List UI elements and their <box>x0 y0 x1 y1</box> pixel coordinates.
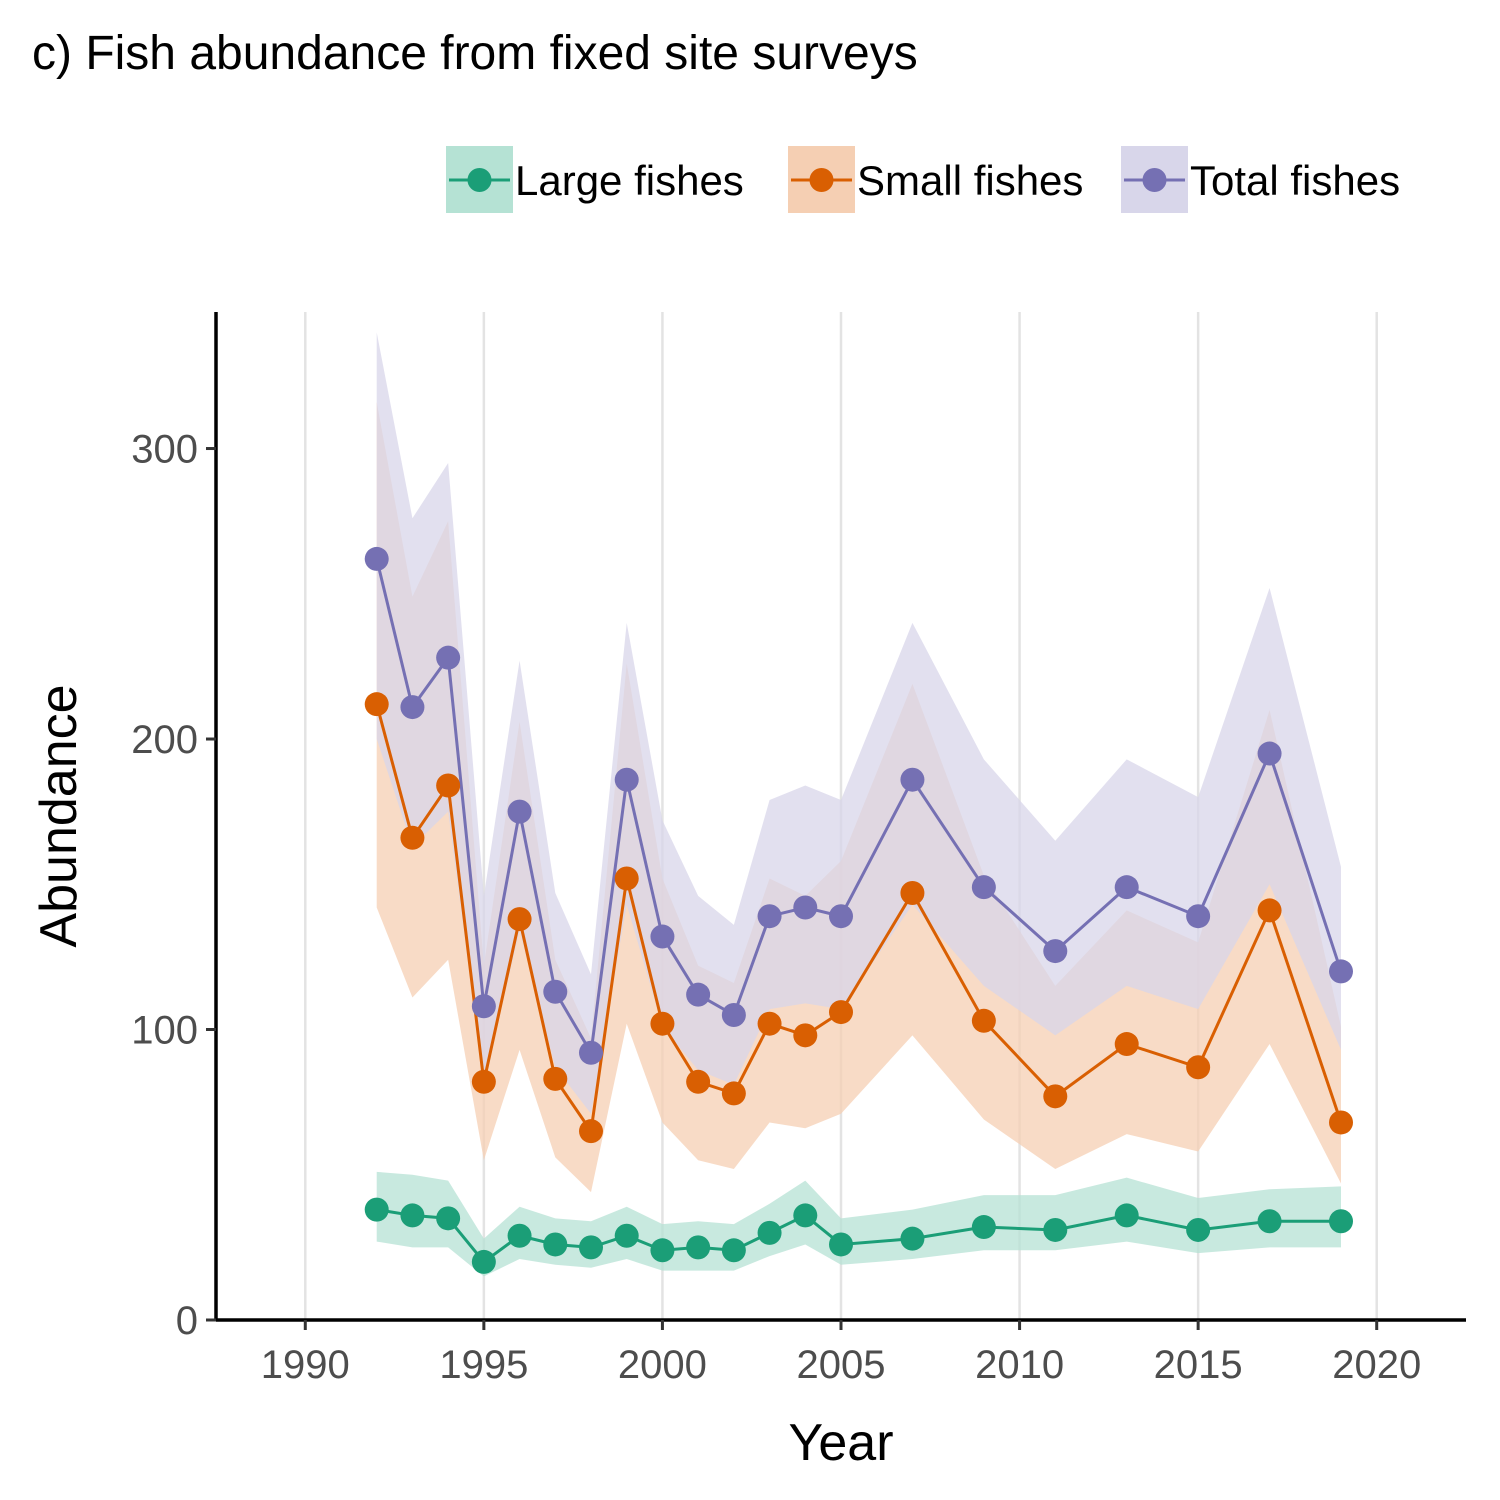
point-large-fishes-2019 <box>1329 1209 1353 1234</box>
point-total-fishes-1995 <box>471 994 496 1019</box>
legend-item-total-fishes: Total fishes <box>1121 146 1400 213</box>
point-small-fishes-2019 <box>1329 1110 1353 1135</box>
point-small-fishes-2017 <box>1257 898 1282 923</box>
point-small-fishes-2002 <box>721 1081 746 1106</box>
point-small-fishes-1993 <box>400 825 425 850</box>
point-small-fishes-1999 <box>614 866 639 891</box>
point-large-fishes-1996 <box>507 1223 532 1248</box>
point-total-fishes-2013 <box>1114 875 1139 900</box>
legend-item-small-fishes: Small fishes <box>788 146 1083 213</box>
point-large-fishes-2009 <box>971 1215 996 1240</box>
point-total-fishes-1997 <box>543 979 568 1004</box>
point-small-fishes-1998 <box>579 1119 603 1144</box>
point-large-fishes-1997 <box>543 1232 568 1257</box>
point-small-fishes-1997 <box>543 1066 568 1091</box>
point-large-fishes-2004 <box>793 1203 818 1228</box>
point-small-fishes-1995 <box>471 1069 496 1094</box>
point-total-fishes-2001 <box>686 982 711 1007</box>
x-tick-label-1995: 1995 <box>439 1343 528 1387</box>
point-large-fishes-2013 <box>1114 1203 1139 1228</box>
x-tick-label-2010: 2010 <box>975 1343 1064 1387</box>
point-large-fishes-2003 <box>757 1220 782 1245</box>
point-total-fishes-2005 <box>829 904 853 929</box>
point-large-fishes-1995 <box>471 1249 496 1274</box>
axes: 1990 1995 2000 2005 2010 2015 2020 0 100 200 300 Ye… <box>30 312 1466 1472</box>
point-small-fishes-1994 <box>436 773 461 798</box>
point-total-fishes-2004 <box>793 895 818 920</box>
point-small-fishes-1996 <box>507 907 532 932</box>
legend: Large fishes Small fishes Total fishes <box>446 146 1400 213</box>
x-axis-title: Year <box>788 1414 893 1472</box>
chart-title: c) Fish abundance from fixed site survey… <box>32 27 918 80</box>
point-large-fishes-2002 <box>721 1238 746 1263</box>
point-total-fishes-2009 <box>971 875 996 900</box>
point-total-fishes-2019 <box>1329 959 1353 984</box>
y-axis-title: Abundance <box>30 684 88 947</box>
point-total-fishes-1998 <box>579 1040 603 1065</box>
legend-key-point-large-fishes <box>467 168 492 192</box>
point-small-fishes-2011 <box>1043 1084 1068 1109</box>
y-tick-label-100: 100 <box>131 1009 198 1053</box>
point-total-fishes-1992 <box>364 546 389 571</box>
point-large-fishes-1998 <box>579 1235 603 1260</box>
point-small-fishes-2003 <box>757 1011 782 1036</box>
point-small-fishes-2015 <box>1186 1055 1211 1080</box>
point-total-fishes-2017 <box>1257 741 1282 766</box>
legend-label-large-fishes: Large fishes <box>515 157 744 204</box>
y-tick-label-0: 0 <box>176 1299 198 1343</box>
point-large-fishes-1992 <box>364 1197 389 1222</box>
legend-item-large-fishes: Large fishes <box>446 146 744 213</box>
point-total-fishes-2015 <box>1186 904 1211 929</box>
point-total-fishes-2003 <box>757 904 782 929</box>
point-total-fishes-1996 <box>507 799 532 824</box>
legend-key-point-small-fishes <box>809 168 834 192</box>
point-small-fishes-2007 <box>900 880 925 905</box>
x-tick-label-2015: 2015 <box>1154 1343 1243 1387</box>
point-large-fishes-2007 <box>900 1226 925 1251</box>
point-small-fishes-1992 <box>364 692 389 717</box>
legend-key-point-total-fishes <box>1142 168 1167 192</box>
point-small-fishes-2001 <box>686 1069 711 1094</box>
point-large-fishes-1999 <box>614 1223 639 1248</box>
point-large-fishes-2005 <box>829 1232 853 1257</box>
point-total-fishes-1993 <box>400 695 425 720</box>
y-tick-label-200: 200 <box>131 718 198 762</box>
point-large-fishes-2000 <box>650 1238 675 1263</box>
legend-label-small-fishes: Small fishes <box>857 157 1083 204</box>
point-large-fishes-1993 <box>400 1203 425 1228</box>
confidence-ribbons <box>376 332 1341 1277</box>
series-points <box>364 546 1353 1274</box>
point-total-fishes-2002 <box>721 1002 746 1027</box>
point-large-fishes-2001 <box>686 1235 711 1260</box>
legend-label-total-fishes: Total fishes <box>1190 157 1400 204</box>
point-small-fishes-2009 <box>971 1008 996 1033</box>
ribbon-large-fishes <box>376 1171 1341 1277</box>
x-tick-label-1990: 1990 <box>261 1343 350 1387</box>
y-tick-label-300: 300 <box>131 428 198 472</box>
point-large-fishes-2017 <box>1257 1209 1282 1234</box>
point-small-fishes-2005 <box>829 1000 853 1025</box>
point-total-fishes-2000 <box>650 924 675 949</box>
point-small-fishes-2000 <box>650 1011 675 1036</box>
point-total-fishes-1999 <box>614 767 639 792</box>
ribbon-total-fishes <box>376 332 1341 1114</box>
x-tick-label-2000: 2000 <box>618 1343 707 1387</box>
point-large-fishes-1994 <box>436 1206 461 1231</box>
x-tick-label-2020: 2020 <box>1332 1343 1421 1387</box>
point-total-fishes-2011 <box>1043 939 1068 964</box>
point-total-fishes-2007 <box>900 767 925 792</box>
point-large-fishes-2011 <box>1043 1217 1068 1242</box>
point-small-fishes-2013 <box>1114 1032 1139 1057</box>
point-small-fishes-2004 <box>793 1023 818 1048</box>
point-total-fishes-1994 <box>436 645 461 670</box>
point-large-fishes-2015 <box>1186 1217 1211 1242</box>
x-tick-label-2005: 2005 <box>797 1343 886 1387</box>
